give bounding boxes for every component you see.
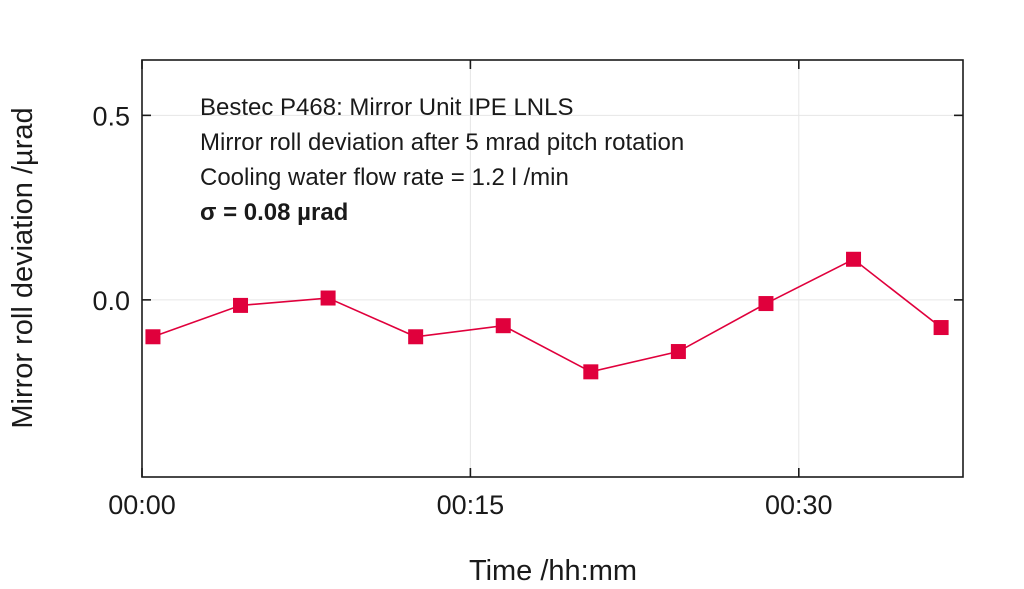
annotation-sigma: σ = 0.08 µrad xyxy=(200,199,348,226)
x-tick-label: 00:30 xyxy=(765,490,833,520)
series-roll-deviation xyxy=(145,251,949,380)
data-point-marker xyxy=(933,320,949,336)
series-line xyxy=(152,258,942,373)
y-axis-title: Mirror roll deviation /µrad xyxy=(7,107,39,428)
axis-ticks xyxy=(141,60,963,477)
data-point-marker xyxy=(846,251,862,267)
annotation-flow-rate: Cooling water flow rate = 1.2 l /min xyxy=(200,164,569,191)
data-point-marker xyxy=(583,364,599,380)
grid-lines xyxy=(142,60,963,477)
x-tick-label: 00:15 xyxy=(437,490,505,520)
x-tick-label: 00:00 xyxy=(108,490,176,520)
data-point-marker xyxy=(320,290,336,306)
y-tick-labels: 0.5 0.0 xyxy=(92,101,130,316)
data-point-marker xyxy=(495,318,511,334)
data-point-marker xyxy=(758,296,774,312)
data-point-marker xyxy=(233,297,249,313)
data-point-marker xyxy=(145,329,161,345)
y-tick-label: 0.5 xyxy=(92,101,130,131)
x-axis-title: Time /hh:mm xyxy=(469,555,637,587)
x-tick-labels: 00:00 00:15 00:30 xyxy=(108,490,832,520)
plot-frame xyxy=(141,59,964,478)
annotation-instrument: Bestec P468: Mirror Unit IPE LNLS xyxy=(200,94,573,121)
data-point-marker xyxy=(670,344,686,360)
y-tick-label: 0.0 xyxy=(92,286,130,316)
data-point-marker xyxy=(408,329,424,345)
annotation-description: Mirror roll deviation after 5 mrad pitch… xyxy=(200,129,684,156)
